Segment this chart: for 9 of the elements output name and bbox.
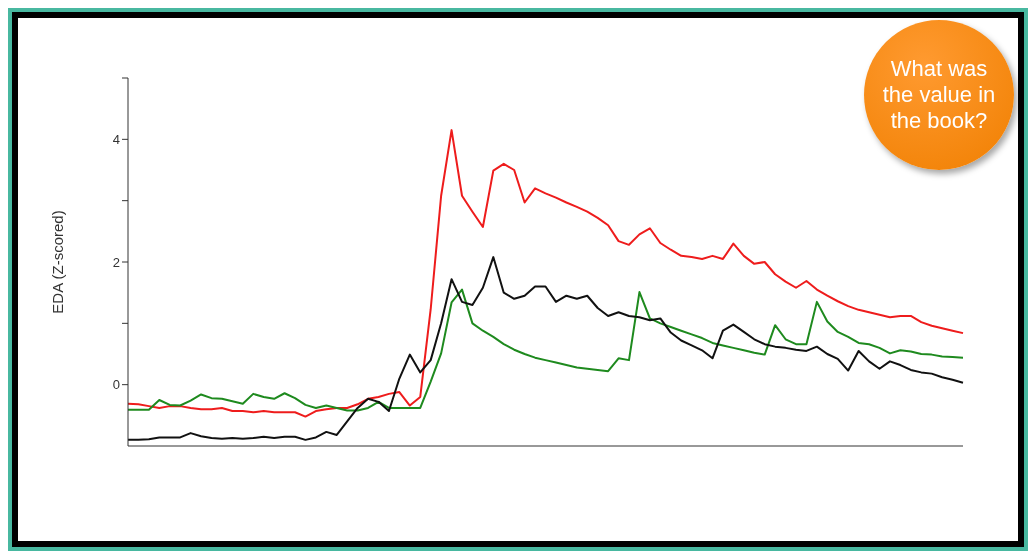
line-series [127,288,964,412]
y-tick-label: 2 [112,254,120,270]
line-series [127,129,964,418]
y-axis-title: EDA (Z-scored) [49,210,67,314]
y-tick-label: 4 [112,131,120,147]
annotation: What was the value in the book? [882,56,996,134]
y-tick-label: 0 [112,377,120,393]
line-series [127,256,964,441]
speech-bubble: What was the value in the book? [864,20,1014,170]
